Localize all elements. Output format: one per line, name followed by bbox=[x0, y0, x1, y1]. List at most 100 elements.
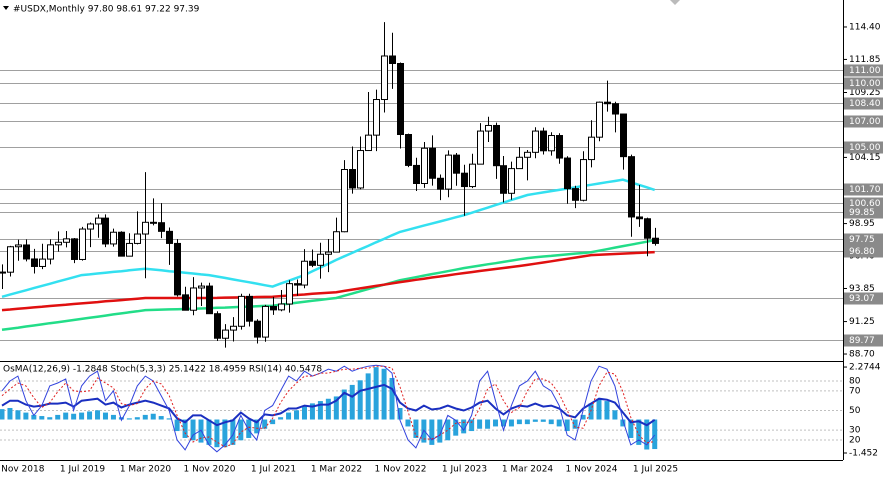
level-label: 105.00 bbox=[849, 143, 881, 153]
osma-bar bbox=[564, 419, 570, 432]
osma-bar bbox=[397, 407, 403, 420]
osma-bar bbox=[508, 419, 514, 427]
osma-bar bbox=[246, 419, 252, 438]
candle-body bbox=[118, 231, 125, 257]
osma-bar bbox=[644, 419, 650, 450]
candle-body bbox=[317, 253, 324, 266]
y-tick-label: 109.25 bbox=[849, 88, 881, 98]
candle-body bbox=[548, 135, 555, 152]
y-tick-label: -1.452 bbox=[849, 449, 878, 459]
osma-bar bbox=[532, 419, 538, 422]
candle-body bbox=[278, 303, 285, 311]
y2-tick-label: 20 bbox=[849, 435, 861, 445]
x-tick-label: 1 Mar 2020 bbox=[120, 465, 172, 475]
osma-bar bbox=[493, 419, 499, 427]
candle-body bbox=[580, 159, 587, 201]
osma-bar bbox=[278, 417, 284, 420]
candle-body bbox=[31, 258, 38, 267]
osma-bar bbox=[548, 419, 554, 425]
candle-body bbox=[604, 101, 611, 105]
candle-body bbox=[174, 242, 181, 296]
y-tick-label: 2.2744 bbox=[849, 363, 881, 373]
candle-body bbox=[7, 246, 14, 273]
candle-body bbox=[270, 305, 277, 311]
osma-bar bbox=[628, 419, 634, 438]
candle-body bbox=[405, 134, 412, 166]
osma-bar bbox=[55, 414, 61, 420]
osma-bar bbox=[556, 419, 562, 427]
candle-body bbox=[15, 244, 22, 248]
candle-body bbox=[166, 230, 173, 244]
level-label-bg bbox=[844, 206, 883, 219]
osma-bar bbox=[652, 419, 658, 450]
osma-bar bbox=[405, 419, 411, 427]
x-tick-label: 1 Nov 2024 bbox=[566, 465, 618, 475]
candle-body bbox=[445, 154, 452, 190]
candle-body bbox=[214, 313, 221, 339]
osma-bar bbox=[604, 401, 610, 420]
x-tick-label: 1 Mar 2024 bbox=[502, 465, 554, 475]
osma-bar bbox=[118, 417, 124, 420]
candle-body bbox=[397, 62, 404, 136]
y2-tick-label: 80 bbox=[849, 376, 861, 386]
candle-body bbox=[437, 177, 444, 190]
candle-body bbox=[500, 165, 507, 194]
candle-body bbox=[469, 163, 476, 188]
candle-body bbox=[453, 154, 460, 174]
osma-bar bbox=[301, 405, 307, 420]
candle-body bbox=[325, 251, 332, 255]
candle-body bbox=[564, 157, 571, 190]
candle-body bbox=[652, 237, 659, 244]
osma-bar bbox=[437, 419, 443, 443]
level-label-bg bbox=[844, 183, 883, 196]
candle-body bbox=[524, 151, 531, 158]
candle-body bbox=[381, 55, 388, 101]
candle-body bbox=[102, 217, 109, 245]
osma-bar bbox=[238, 419, 244, 441]
indicator-line bbox=[1, 364, 656, 453]
osma-bar bbox=[524, 419, 530, 425]
osma-bar bbox=[612, 410, 618, 420]
candle-body bbox=[421, 147, 428, 184]
candle-body bbox=[612, 103, 619, 115]
osma-bar bbox=[445, 419, 451, 441]
osma-bar bbox=[309, 403, 315, 420]
osma-bar bbox=[373, 367, 379, 420]
candle-body bbox=[373, 99, 380, 136]
osma-bar bbox=[23, 412, 29, 420]
candle-body bbox=[620, 113, 627, 158]
level-label-bg bbox=[844, 245, 883, 258]
level-label: 107.00 bbox=[849, 117, 881, 127]
osma-bar bbox=[110, 414, 116, 420]
osma-bar bbox=[620, 419, 626, 427]
level-label: 93.07 bbox=[849, 294, 875, 304]
candle-body bbox=[556, 135, 563, 159]
candle-body bbox=[55, 241, 62, 246]
osma-bar bbox=[270, 419, 276, 425]
candle-body bbox=[477, 130, 484, 165]
candle-body bbox=[182, 294, 189, 311]
osma-bar bbox=[572, 419, 578, 429]
osma-bar bbox=[230, 419, 236, 445]
chart-title: #USDX,Monthly 97.80 98.61 97.22 97.39 bbox=[13, 5, 200, 15]
x-tick-label: 1 Jul 2023 bbox=[442, 465, 487, 475]
candle-body bbox=[39, 258, 46, 267]
osma-bar bbox=[381, 368, 387, 420]
collapse-arrow[interactable] bbox=[3, 6, 9, 10]
osma-bar bbox=[357, 380, 363, 420]
level-label: 97.75 bbox=[849, 235, 875, 245]
y2-tick-label: 70 bbox=[849, 386, 861, 396]
osma-bar bbox=[95, 410, 101, 420]
candle-body bbox=[644, 218, 651, 239]
candle-body bbox=[588, 136, 595, 161]
candle-body bbox=[413, 164, 420, 184]
osma-bar bbox=[294, 410, 300, 420]
candle-body bbox=[95, 217, 102, 225]
osma-bar bbox=[636, 419, 642, 445]
candle-body bbox=[596, 101, 603, 138]
x-tick-label: 1 Nov 2018 bbox=[0, 465, 45, 475]
osma-bar bbox=[477, 419, 483, 429]
candle-body bbox=[349, 169, 356, 189]
osma-bar bbox=[206, 419, 212, 445]
